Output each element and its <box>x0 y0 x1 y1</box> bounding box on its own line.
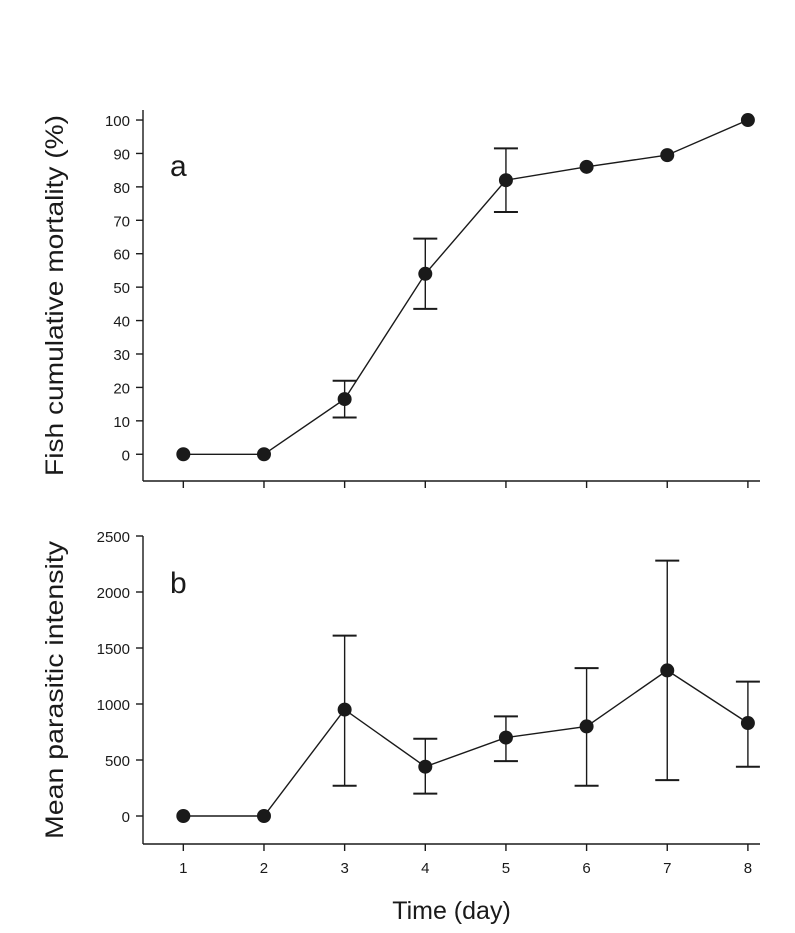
panel-a-letter: a <box>170 150 187 183</box>
panel-b-data-point <box>176 809 191 823</box>
panel-a-y-axis-title: Fish cumulative mortality (%) <box>41 115 69 476</box>
panel-b-x-tick-label: 4 <box>421 860 429 877</box>
panel-b-data-point <box>256 809 271 823</box>
panel-a-chart: a 0 10 20 30 40 50 60 70 80 90 100 Fish cumulative … <box>41 110 760 488</box>
panel-a-y-tick-label: 10 <box>113 414 130 431</box>
panel-b-data-point <box>740 716 755 731</box>
panel-b-y-tick-label: 2500 <box>97 529 130 546</box>
panel-b-y-tick-label: 1500 <box>97 641 130 658</box>
panel-a-data-point <box>498 173 513 188</box>
panel-b-chart: b 0 500 1000 1500 2000 2500 1 2 3 4 5 6 7 8 Mean paras… <box>41 529 760 925</box>
panel-a-y-tick-label: 50 <box>113 280 130 297</box>
panel-b-y-tick-label: 500 <box>105 753 130 770</box>
panel-b-data-point <box>337 702 352 717</box>
panel-a-y-tick-label: 60 <box>113 247 130 264</box>
panel-b-y-tick-label: 0 <box>122 809 130 826</box>
panel-b-y-tick-label: 2000 <box>97 585 130 602</box>
panel-a-y-tick-label: 90 <box>113 146 130 163</box>
panel-a-y-tick-label: 0 <box>122 447 130 464</box>
panel-b-data-point <box>660 663 675 678</box>
panel-b-x-tick-label: 3 <box>340 860 348 877</box>
panel-a-y-tick-label: 100 <box>105 113 130 130</box>
panel-a-y-tick-label: 40 <box>113 314 130 331</box>
panel-b-x-tick-label: 7 <box>663 860 671 877</box>
panel-a-y-tick-label: 70 <box>113 213 130 230</box>
panel-a-data-point <box>740 113 755 128</box>
panel-a-data-point <box>337 392 352 407</box>
panel-b-x-tick-label: 1 <box>179 860 187 877</box>
panel-b-series-line <box>183 669 749 817</box>
panel-a-y-tick-label: 30 <box>113 347 130 364</box>
panel-a-data-point <box>579 159 594 174</box>
panel-b-y-axis-title: Mean parasitic intensity <box>41 540 69 839</box>
panel-b-y-tick-label: 1000 <box>97 697 130 714</box>
panel-b-data-point <box>418 759 433 774</box>
panel-a-data-point <box>176 447 191 462</box>
panel-a-data-point <box>660 148 675 163</box>
panel-b-letter: b <box>170 567 187 600</box>
panel-b-x-axis-title: Time (day) <box>392 897 511 925</box>
panel-a-data-point <box>256 447 271 462</box>
panel-a-data-point <box>418 266 433 281</box>
panel-b-x-tick-label: 2 <box>260 860 268 877</box>
panel-b-data-point <box>579 719 594 734</box>
panel-a-y-tick-label: 80 <box>113 180 130 197</box>
panel-a-series-line <box>183 119 749 455</box>
panel-b-x-tick-label: 8 <box>744 860 752 877</box>
panel-b-x-tick-label: 6 <box>582 860 590 877</box>
panel-b-x-tick-label: 5 <box>502 860 510 877</box>
panel-b-data-point <box>498 730 513 745</box>
panel-a-y-tick-label: 20 <box>113 380 130 397</box>
